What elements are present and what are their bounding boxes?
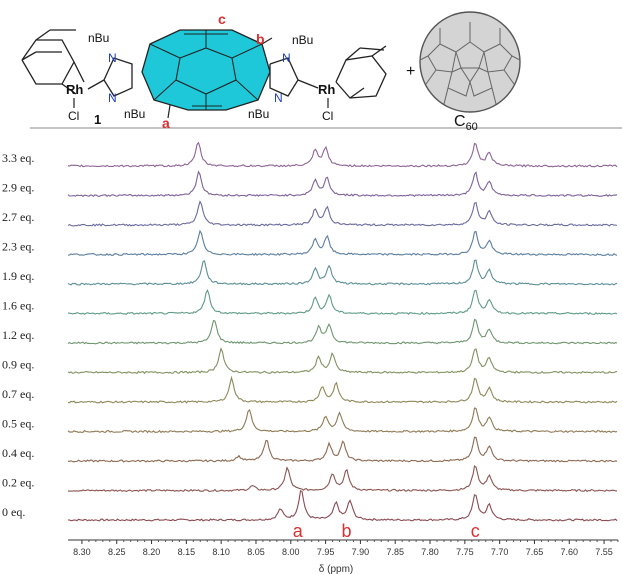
x-tick-label: 8.00: [282, 547, 300, 557]
peak-labels: a b c: [293, 521, 480, 541]
x-tick-label: 8.30: [73, 547, 91, 557]
spectrum-trace: [67, 465, 617, 493]
right-rh-label: Rh: [318, 82, 335, 97]
left-rh-carbene-bond: [87, 79, 105, 90]
x-axis-ticks: 8.30 8.25 8.20 8.15 8.10 8.05 8.00 7.95 7.90 7.85…: [73, 540, 619, 557]
x-tick-label: 7.70: [491, 547, 509, 557]
peak-label: a: [293, 521, 304, 541]
x-tick-label: 8.15: [178, 547, 196, 557]
left-n-top: N: [108, 51, 117, 65]
equivalent-label: 3.3 eq.: [2, 151, 34, 165]
spectrum-trace: [67, 375, 618, 404]
x-tick-label: 8.05: [247, 547, 265, 557]
spectrum-trace: [67, 318, 618, 345]
proton-label-a: a: [162, 115, 170, 131]
equivalent-label: 0.9 eq.: [2, 358, 34, 372]
left-cl-label: Cl: [68, 109, 79, 123]
plus-sign: +: [406, 63, 415, 80]
right-nhc-ring: [269, 57, 299, 97]
right-n-bottom: N: [274, 91, 283, 105]
equivalent-label: 2.9 eq.: [2, 181, 34, 195]
equivalent-labels: 0 eq. 0.2 eq. 0.4 eq. 0.5 eq. 0.7 eq. 0.9 eq.…: [2, 151, 34, 519]
equivalent-label: 1.2 eq.: [2, 328, 34, 342]
equivalent-label: 0 eq.: [2, 505, 25, 519]
left-rh-label: Rh: [66, 82, 83, 97]
equivalent-label: 2.7 eq.: [2, 210, 34, 224]
x-tick-label: 7.65: [526, 547, 544, 557]
x-tick-label: 8.10: [212, 547, 230, 557]
spectrum-trace: [67, 490, 618, 522]
left-nbu-bottom: nBu: [124, 107, 145, 121]
left-n-bottom: N: [108, 91, 117, 105]
spectrum-trace: [67, 288, 618, 315]
left-nbu-top: nBu: [88, 31, 109, 45]
proton-label-c: c: [218, 11, 226, 27]
proton-b-bond: [261, 37, 273, 45]
peak-label: b: [341, 521, 351, 541]
right-cod-ligand: [335, 45, 387, 99]
right-rh-carbene-bond: [297, 79, 319, 89]
equivalent-label: 0.4 eq.: [2, 446, 34, 460]
right-cl-label: Cl: [322, 109, 333, 123]
x-tick-label: 7.85: [386, 547, 404, 557]
x-tick-label: 7.80: [421, 547, 439, 557]
x-tick-label: 7.90: [352, 547, 370, 557]
spectrum-trace: [67, 407, 618, 434]
spectrum-trace: [67, 200, 618, 227]
c60-label: C60: [454, 113, 478, 133]
equivalent-label: 1.6 eq.: [2, 299, 34, 313]
nmr-stack-plot: 0 eq. 0.2 eq. 0.4 eq. 0.5 eq. 0.7 eq. 0.9 eq.…: [2, 141, 619, 575]
right-nbu-bottom: nBu: [248, 107, 269, 121]
equivalent-label: 0.2 eq.: [2, 476, 34, 490]
reaction-scheme: Rh Cl N N nBu nBu 1 a b c: [21, 11, 622, 133]
x-tick-label: 7.95: [317, 547, 335, 557]
compound-number: 1: [94, 112, 101, 127]
proton-label-b: b: [256, 31, 265, 47]
corannulene-core: [141, 29, 273, 119]
spectrum-trace: [67, 170, 618, 198]
x-tick-label: 8.25: [108, 547, 126, 557]
x-axis-label: δ (ppm): [319, 564, 353, 575]
x-tick-label: 7.60: [561, 547, 579, 557]
left-cod-ligand: [21, 29, 85, 95]
left-nhc-ring: [103, 57, 133, 97]
right-n-top: N: [282, 51, 291, 65]
x-tick-label: 7.75: [456, 547, 474, 557]
x-tick-label: 8.20: [143, 547, 161, 557]
spectrum-trace: [67, 259, 618, 286]
c60-label-c: C: [454, 113, 466, 130]
peak-label: c: [471, 521, 480, 541]
x-tick-label: 7.55: [595, 547, 613, 557]
equivalent-label: 1.9 eq.: [2, 269, 34, 283]
spectrum-trace: [67, 141, 618, 168]
spectrum-trace: [67, 229, 618, 257]
proton-a-bond: [167, 104, 171, 119]
spectra-traces: [67, 141, 618, 522]
c60-label-subscript: 60: [466, 121, 478, 133]
spectrum-trace: [67, 436, 618, 463]
c60-fullerene-icon: [419, 11, 521, 113]
equivalent-label: 0.7 eq.: [2, 387, 34, 401]
equivalent-label: 0.5 eq.: [2, 417, 34, 431]
spectrum-trace: [67, 346, 618, 375]
right-nbu-top: nBu: [292, 33, 313, 47]
equivalent-label: 2.3 eq.: [2, 240, 34, 254]
